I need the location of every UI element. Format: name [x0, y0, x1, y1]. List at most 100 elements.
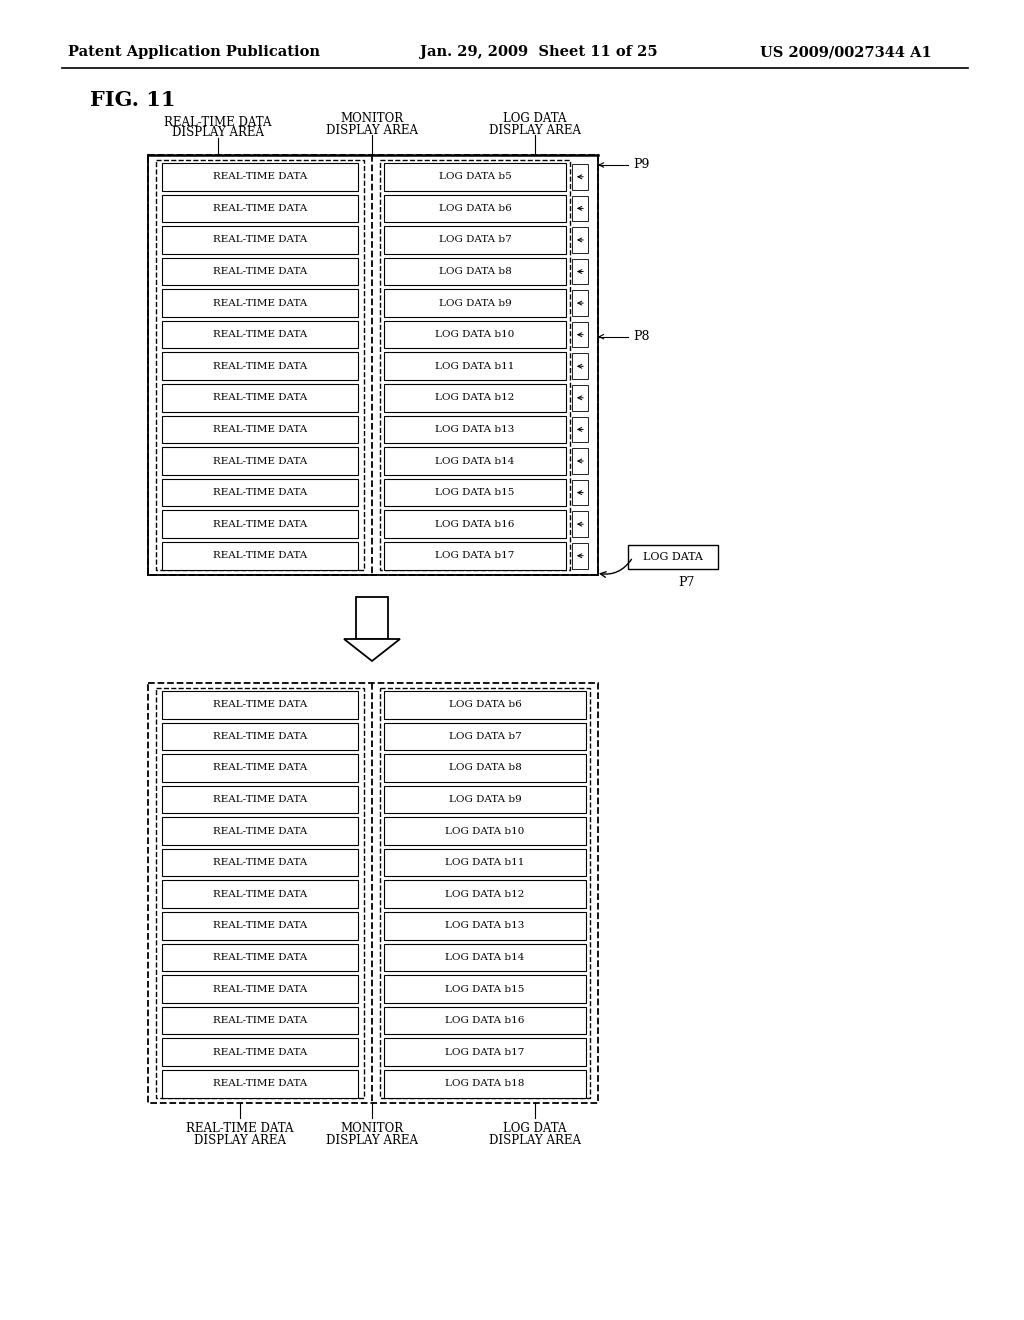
- Bar: [162, 384, 358, 412]
- Bar: [384, 384, 566, 412]
- Bar: [384, 511, 566, 539]
- Text: REAL-TIME DATA: REAL-TIME DATA: [213, 330, 307, 339]
- Text: DISPLAY AREA: DISPLAY AREA: [172, 127, 264, 140]
- Bar: [380, 160, 570, 570]
- Text: LOG DATA b10: LOG DATA b10: [435, 330, 515, 339]
- Text: DISPLAY AREA: DISPLAY AREA: [489, 124, 581, 136]
- Bar: [384, 849, 586, 876]
- Bar: [628, 545, 718, 569]
- Bar: [384, 416, 566, 444]
- Bar: [162, 352, 358, 380]
- Text: LOG DATA b14: LOG DATA b14: [445, 953, 524, 962]
- Text: DISPLAY AREA: DISPLAY AREA: [326, 1134, 418, 1147]
- Bar: [384, 785, 586, 813]
- Text: REAL-TIME DATA: REAL-TIME DATA: [213, 985, 307, 994]
- Bar: [384, 722, 586, 750]
- Text: LOG DATA b15: LOG DATA b15: [435, 488, 515, 498]
- Text: LOG DATA b18: LOG DATA b18: [445, 1080, 524, 1088]
- Text: LOG DATA: LOG DATA: [503, 1122, 566, 1134]
- Text: REAL-TIME DATA: REAL-TIME DATA: [213, 763, 307, 772]
- Bar: [384, 817, 586, 845]
- Text: P9: P9: [633, 158, 649, 172]
- Text: LOG DATA b6: LOG DATA b6: [449, 701, 521, 709]
- Bar: [384, 479, 566, 507]
- Bar: [162, 880, 358, 908]
- Bar: [162, 226, 358, 253]
- Text: REAL-TIME DATA: REAL-TIME DATA: [213, 731, 307, 741]
- Text: REAL-TIME DATA: REAL-TIME DATA: [213, 1048, 307, 1056]
- Bar: [162, 321, 358, 348]
- Text: REAL-TIME DATA: REAL-TIME DATA: [213, 701, 307, 709]
- Bar: [384, 754, 586, 781]
- Bar: [162, 1007, 358, 1035]
- Bar: [572, 479, 588, 506]
- Bar: [384, 1039, 586, 1067]
- Bar: [572, 354, 588, 379]
- Bar: [384, 975, 586, 1003]
- Bar: [162, 257, 358, 285]
- Text: LOG DATA b12: LOG DATA b12: [435, 393, 515, 403]
- Text: REAL-TIME DATA: REAL-TIME DATA: [213, 1080, 307, 1088]
- Text: LOG DATA b11: LOG DATA b11: [435, 362, 515, 371]
- Bar: [162, 479, 358, 507]
- Text: Jan. 29, 2009  Sheet 11 of 25: Jan. 29, 2009 Sheet 11 of 25: [420, 45, 657, 59]
- Bar: [162, 511, 358, 539]
- Bar: [162, 289, 358, 317]
- Text: LOG DATA b16: LOG DATA b16: [435, 520, 515, 528]
- Text: LOG DATA b6: LOG DATA b6: [438, 203, 511, 213]
- Bar: [380, 688, 590, 1098]
- Bar: [162, 447, 358, 475]
- Bar: [572, 449, 588, 474]
- Bar: [162, 722, 358, 750]
- Bar: [156, 160, 364, 570]
- Text: LOG DATA b8: LOG DATA b8: [449, 763, 521, 772]
- Bar: [162, 944, 358, 972]
- Text: LOG DATA b14: LOG DATA b14: [435, 457, 515, 466]
- Bar: [384, 690, 586, 718]
- Bar: [162, 817, 358, 845]
- Bar: [572, 259, 588, 284]
- Text: MONITOR: MONITOR: [340, 1122, 403, 1134]
- Text: REAL-TIME DATA: REAL-TIME DATA: [213, 520, 307, 528]
- Text: LOG DATA b17: LOG DATA b17: [445, 1048, 524, 1056]
- Text: REAL-TIME DATA: REAL-TIME DATA: [213, 393, 307, 403]
- Text: Patent Application Publication: Patent Application Publication: [68, 45, 319, 59]
- Bar: [162, 194, 358, 222]
- Bar: [572, 511, 588, 537]
- Bar: [162, 416, 358, 444]
- Text: REAL-TIME DATA: REAL-TIME DATA: [213, 921, 307, 931]
- Bar: [384, 321, 566, 348]
- Bar: [384, 912, 586, 940]
- Text: REAL-TIME DATA: REAL-TIME DATA: [213, 267, 307, 276]
- Text: LOG DATA b7: LOG DATA b7: [449, 731, 521, 741]
- Text: US 2009/0027344 A1: US 2009/0027344 A1: [760, 45, 932, 59]
- Text: LOG DATA b5: LOG DATA b5: [438, 173, 511, 181]
- Bar: [572, 195, 588, 222]
- Polygon shape: [344, 639, 400, 661]
- Bar: [572, 543, 588, 569]
- Text: REAL-TIME DATA: REAL-TIME DATA: [164, 116, 271, 128]
- Bar: [356, 597, 388, 639]
- Bar: [384, 944, 586, 972]
- Bar: [384, 289, 566, 317]
- Text: LOG DATA b10: LOG DATA b10: [445, 826, 524, 836]
- Bar: [384, 162, 566, 190]
- Text: REAL-TIME DATA: REAL-TIME DATA: [213, 235, 307, 244]
- Text: LOG DATA b13: LOG DATA b13: [435, 425, 515, 434]
- Text: LOG DATA b9: LOG DATA b9: [449, 795, 521, 804]
- Text: LOG DATA b16: LOG DATA b16: [445, 1016, 524, 1026]
- Bar: [572, 290, 588, 315]
- Bar: [162, 1039, 358, 1067]
- Bar: [148, 154, 598, 576]
- Text: REAL-TIME DATA: REAL-TIME DATA: [213, 488, 307, 498]
- Text: REAL-TIME DATA: REAL-TIME DATA: [213, 203, 307, 213]
- Bar: [384, 257, 566, 285]
- Bar: [384, 447, 566, 475]
- Text: LOG DATA: LOG DATA: [503, 112, 566, 125]
- Text: DISPLAY AREA: DISPLAY AREA: [489, 1134, 581, 1147]
- Bar: [162, 785, 358, 813]
- Text: DISPLAY AREA: DISPLAY AREA: [194, 1134, 286, 1147]
- Bar: [162, 754, 358, 781]
- Text: REAL-TIME DATA: REAL-TIME DATA: [213, 1016, 307, 1026]
- Bar: [162, 543, 358, 569]
